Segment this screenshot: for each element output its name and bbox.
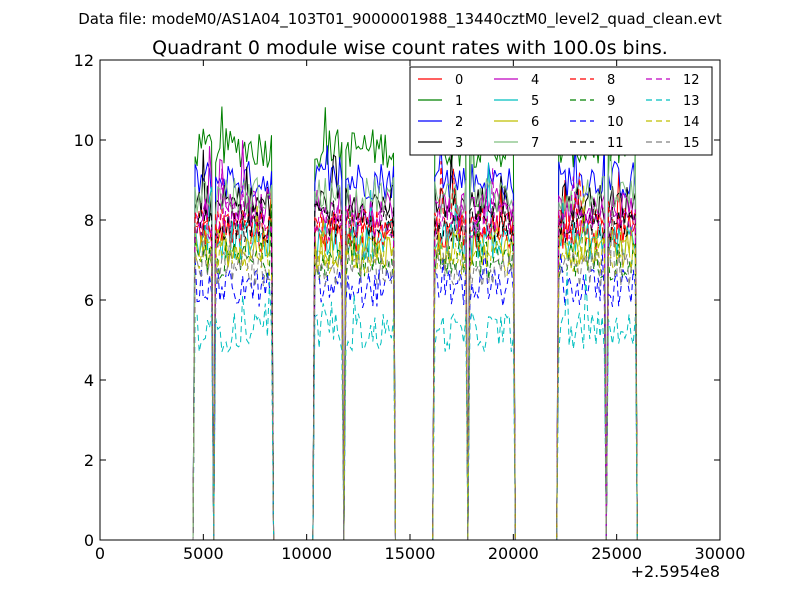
y-tick-label: 4 — [84, 371, 94, 390]
series-line-15 — [100, 188, 638, 541]
series-line-10 — [100, 250, 638, 541]
y-tick-label: 0 — [84, 531, 94, 550]
legend-label-7: 7 — [531, 136, 539, 151]
legend-label-12: 12 — [683, 73, 700, 88]
x-tick-label: 30000 — [695, 544, 746, 563]
x-tick-label: 10000 — [281, 544, 332, 563]
legend-label-6: 6 — [531, 115, 539, 130]
x-axis: 0 5000 10000 15000 20000 25000 30000 — [95, 60, 746, 563]
series-line-11 — [100, 197, 638, 541]
legend-label-15: 15 — [683, 136, 700, 151]
x-tick-label: 15000 — [385, 544, 436, 563]
legend-label-9: 9 — [607, 94, 615, 109]
y-tick-label: 8 — [84, 211, 94, 230]
suptitle: Data file: modeM0/AS1A04_103T01_90000019… — [78, 10, 722, 29]
y-tick-label: 2 — [84, 451, 94, 470]
legend-label-14: 14 — [683, 115, 700, 130]
legend-label-13: 13 — [683, 94, 700, 109]
legend-label-11: 11 — [607, 136, 624, 151]
y-tick-label: 10 — [74, 131, 94, 150]
x-tick-label: 0 — [95, 544, 105, 563]
series-line-7 — [100, 129, 638, 541]
y-tick-label: 12 — [74, 51, 94, 70]
series-layer — [100, 69, 638, 541]
legend-label-3: 3 — [455, 136, 463, 151]
chart-title: Quadrant 0 module wise count rates with … — [152, 37, 668, 59]
legend-label-10: 10 — [607, 115, 624, 130]
legend-label-4: 4 — [531, 73, 539, 88]
legend-box — [409, 66, 713, 156]
y-tick-label: 6 — [84, 291, 94, 310]
legend-label-2: 2 — [455, 115, 463, 130]
legend-label-5: 5 — [531, 94, 539, 109]
legend-label-0: 0 — [455, 73, 463, 88]
x-offset-label: +2.5954e8 — [631, 562, 720, 581]
x-tick-label: 20000 — [488, 544, 539, 563]
legend-label-8: 8 — [607, 73, 615, 88]
x-tick-label: 25000 — [591, 544, 642, 563]
series-line-12 — [100, 168, 638, 541]
x-tick-label: 5000 — [183, 544, 224, 563]
legend-label-1: 1 — [455, 94, 463, 109]
